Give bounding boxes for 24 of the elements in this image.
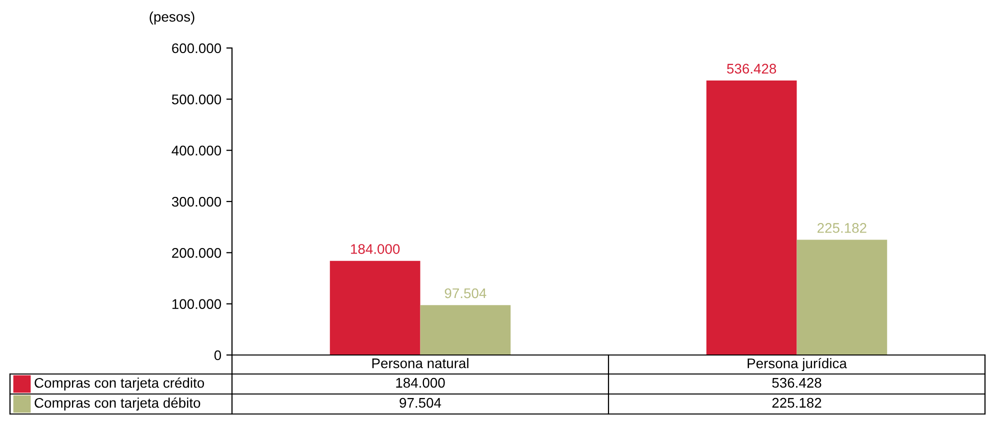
text: 97.504: [444, 288, 486, 298]
text: 184.000: [351, 244, 400, 254]
data-label: 184.000: [396, 378, 445, 388]
x-tick-label: Persona jurídica: [748, 358, 847, 372]
data-label: 97.504: [400, 398, 442, 408]
y-tick-label: 200.000: [172, 248, 222, 258]
legend-label: Compras con tarjeta débito: [34, 397, 200, 411]
legend-label: Compras con tarjeta crédito: [34, 377, 204, 391]
y-tick-label: 500.000: [172, 94, 222, 104]
bar: [706, 80, 797, 355]
data-label: 225.182: [772, 398, 822, 408]
y-tick-label: 300.000: [172, 196, 222, 207]
y-tick-label: 100.000: [172, 299, 222, 310]
text: 225.182: [818, 223, 866, 233]
bar: [796, 240, 888, 355]
bar: [330, 260, 420, 355]
data-label: 536.428: [772, 378, 822, 388]
bar: [420, 305, 511, 355]
x-tick-label: Persona natural: [372, 358, 468, 368]
y-tick-label: 400.000: [172, 146, 222, 156]
text: 536.428: [727, 64, 776, 74]
y-tick-label: 600.000: [172, 43, 222, 54]
y-tick-label: 0: [214, 350, 222, 360]
y-axis-title: (pesos): [150, 12, 194, 24]
